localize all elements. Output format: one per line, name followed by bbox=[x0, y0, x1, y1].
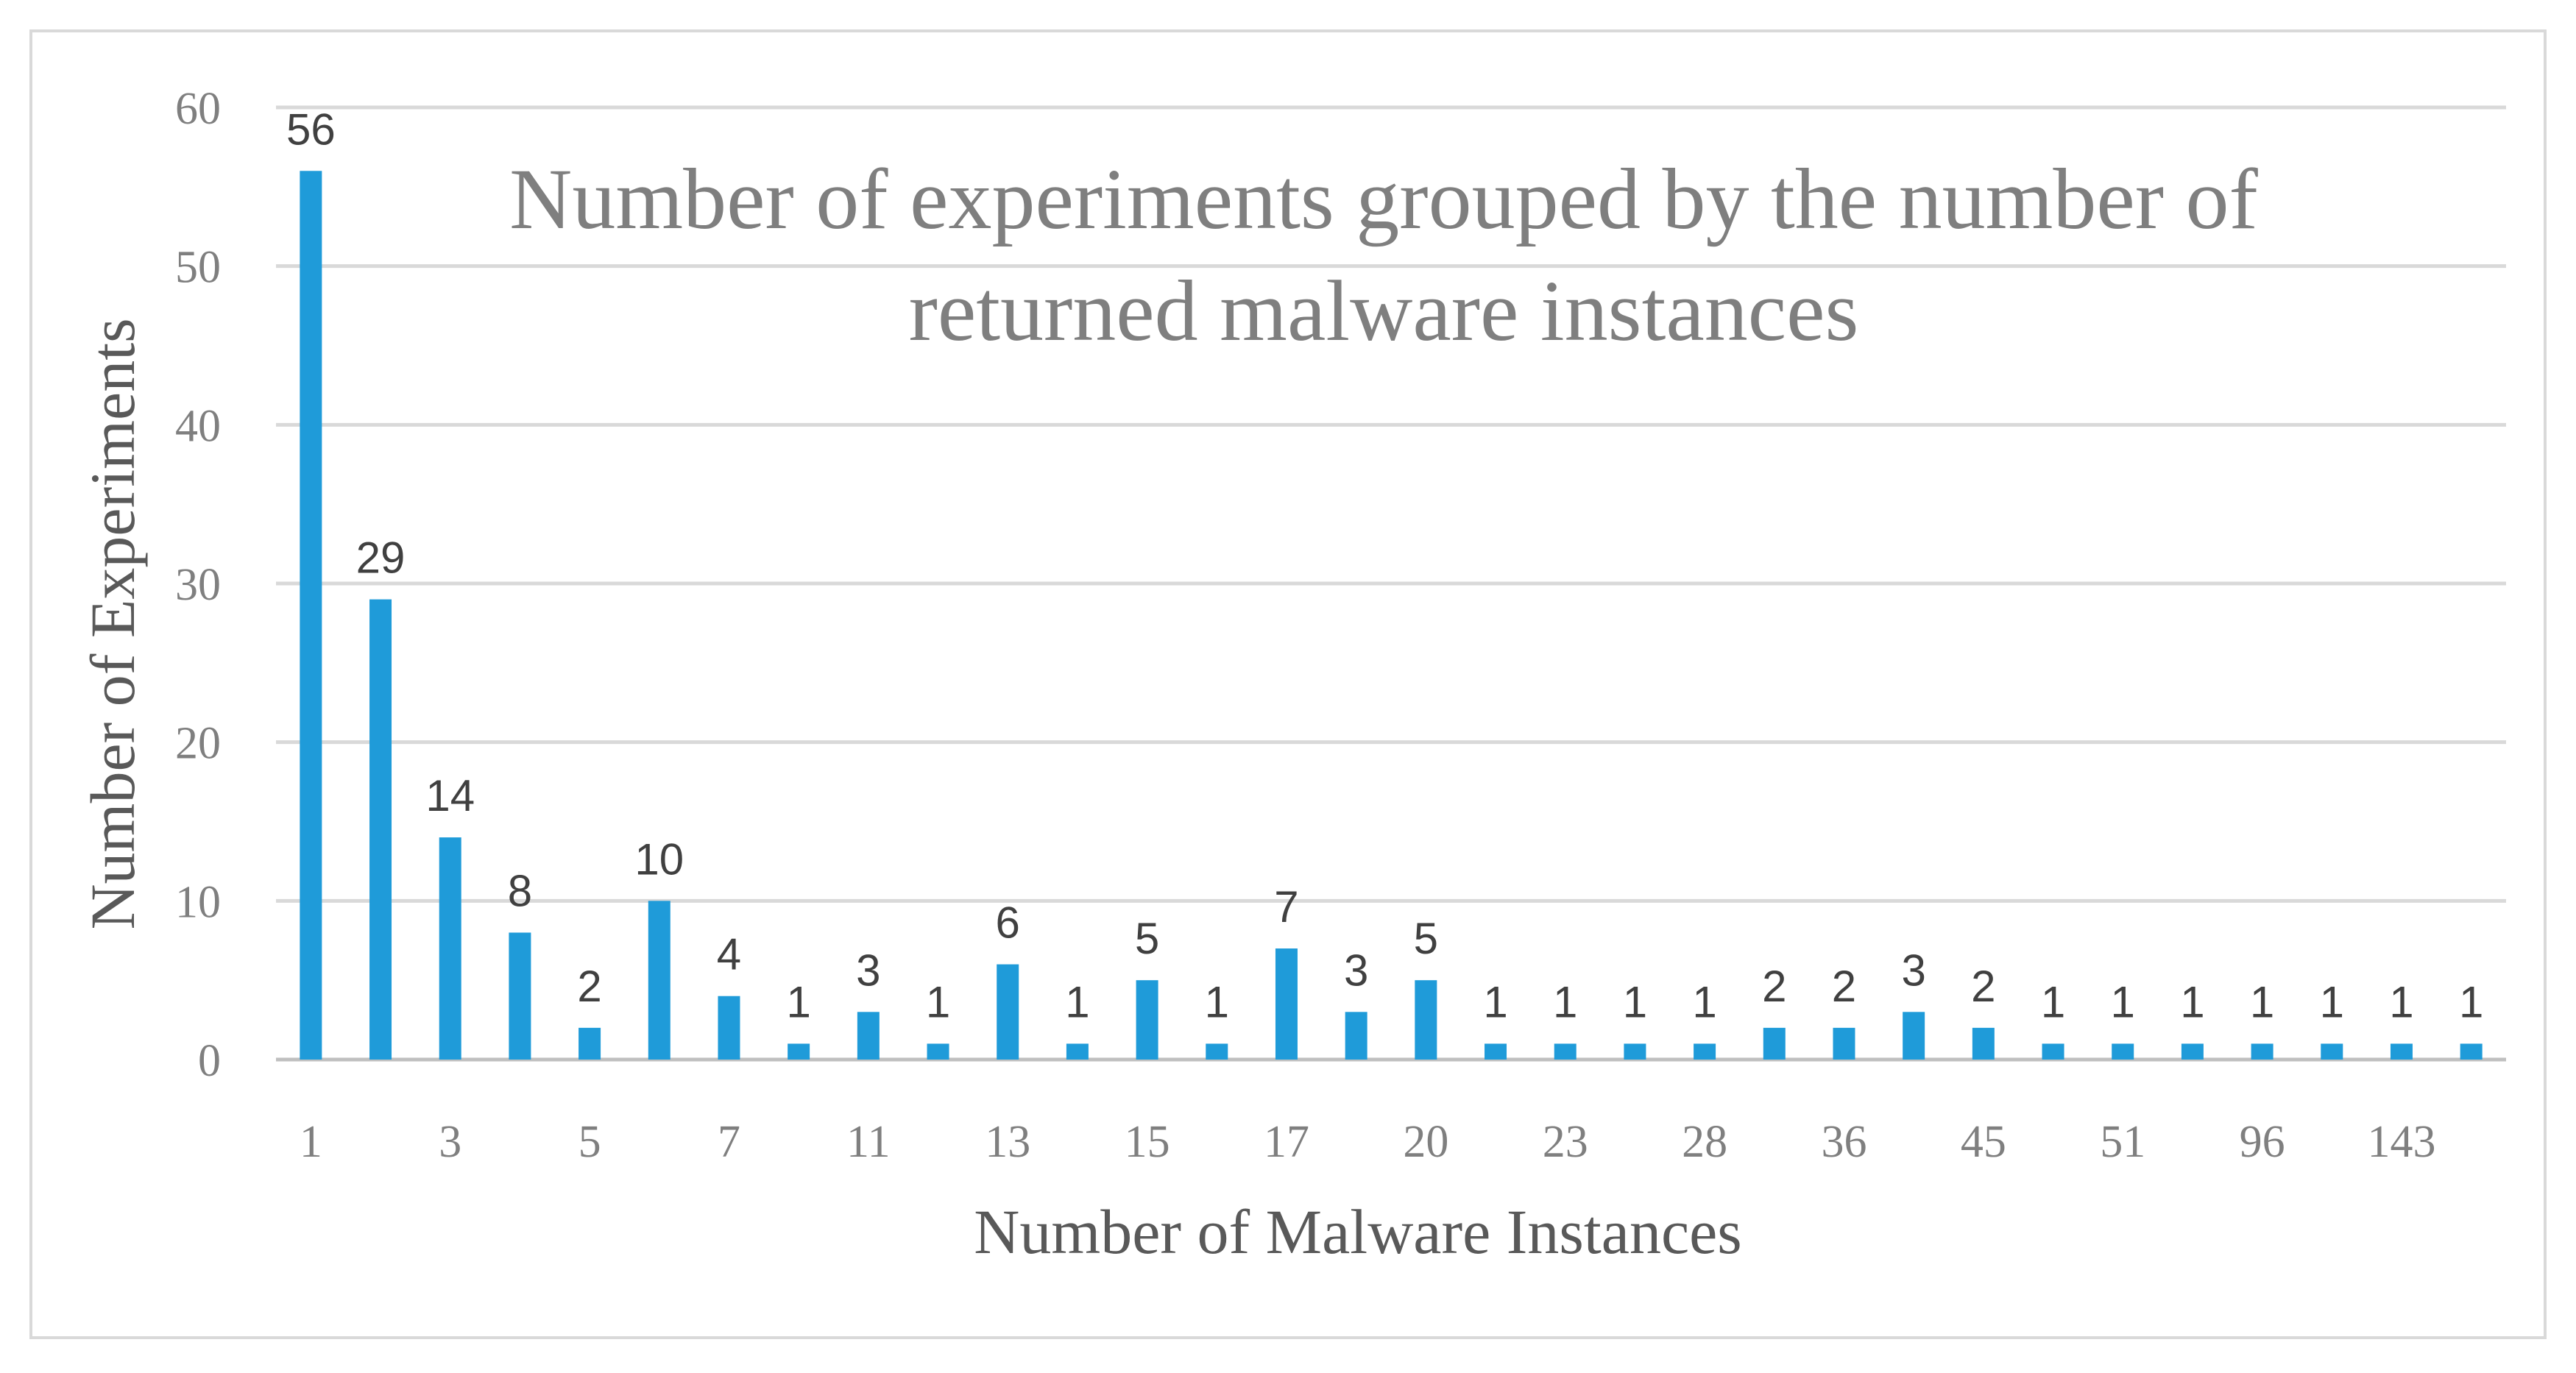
bar bbox=[1624, 1043, 1646, 1060]
data-label: 3 bbox=[1344, 946, 1368, 995]
x-tick-label: 96 bbox=[2240, 1117, 2285, 1167]
data-label: 3 bbox=[1901, 946, 1925, 995]
data-label: 2 bbox=[577, 962, 601, 1011]
data-label: 1 bbox=[2320, 977, 2344, 1026]
data-label: 56 bbox=[286, 104, 336, 154]
data-label: 29 bbox=[356, 533, 406, 583]
y-tick-label: 10 bbox=[175, 877, 221, 927]
data-label: 4 bbox=[717, 930, 741, 979]
x-tick-label: 23 bbox=[1543, 1117, 1588, 1167]
x-tick-label: 13 bbox=[985, 1117, 1030, 1167]
x-tick-label: 20 bbox=[1403, 1117, 1448, 1167]
data-label: 1 bbox=[1553, 977, 1577, 1026]
data-label: 7 bbox=[1274, 882, 1298, 932]
bar bbox=[927, 1043, 949, 1060]
bar bbox=[648, 901, 670, 1060]
chart-title-line-1: Number of experiments grouped by the num… bbox=[509, 151, 2258, 247]
data-label: 1 bbox=[926, 977, 950, 1026]
data-label: 1 bbox=[786, 977, 810, 1026]
y-tick-label: 30 bbox=[175, 560, 221, 610]
bar bbox=[2321, 1043, 2343, 1060]
bar bbox=[718, 996, 740, 1060]
bar bbox=[2460, 1043, 2483, 1060]
bar bbox=[578, 1027, 601, 1060]
gridlines bbox=[276, 105, 2506, 1062]
bar bbox=[1903, 1012, 1925, 1060]
x-tick-label: 28 bbox=[1682, 1117, 1727, 1167]
x-tick-label: 7 bbox=[718, 1117, 740, 1167]
data-label: 1 bbox=[1205, 977, 1229, 1026]
bar bbox=[300, 171, 322, 1060]
bar bbox=[788, 1043, 810, 1060]
bar bbox=[1415, 980, 1437, 1060]
bar bbox=[1485, 1043, 1507, 1060]
chart-title-line-2: returned malware instances bbox=[909, 263, 1859, 359]
y-tick-label: 40 bbox=[175, 401, 221, 451]
x-axis-ticks: 1 3 5 7 11 13 15 17 20 23 28 36 45 51 96 143 bbox=[300, 1117, 2436, 1167]
data-label: 1 bbox=[2180, 977, 2204, 1026]
bar bbox=[1206, 1043, 1228, 1060]
bar bbox=[997, 964, 1019, 1060]
bar bbox=[1972, 1027, 1995, 1060]
x-tick-label: 5 bbox=[578, 1117, 601, 1167]
x-tick-label: 3 bbox=[439, 1117, 461, 1167]
y-tick-label: 0 bbox=[198, 1036, 221, 1086]
x-tick-label: 143 bbox=[2367, 1117, 2435, 1167]
bar bbox=[1066, 1043, 1089, 1060]
y-axis-ticks: 0 10 20 30 40 50 60 bbox=[175, 84, 221, 1086]
data-label: 2 bbox=[1762, 962, 1786, 1011]
data-label: 5 bbox=[1135, 914, 1159, 963]
bar bbox=[1763, 1027, 1786, 1060]
data-label: 5 bbox=[1414, 914, 1438, 963]
bar bbox=[1345, 1012, 1367, 1060]
bar bbox=[509, 932, 531, 1060]
bar bbox=[369, 599, 392, 1060]
bar bbox=[1275, 948, 1298, 1060]
bars bbox=[300, 171, 2483, 1060]
y-axis-title: Number of Experiments bbox=[77, 318, 148, 929]
x-tick-label: 45 bbox=[1961, 1117, 2006, 1167]
bar bbox=[2112, 1043, 2134, 1060]
data-label: 1 bbox=[2459, 977, 2483, 1026]
bar bbox=[1833, 1027, 1855, 1060]
x-tick-label: 36 bbox=[1821, 1117, 1866, 1167]
x-tick-label: 1 bbox=[300, 1117, 322, 1167]
x-tick-label: 15 bbox=[1125, 1117, 1170, 1167]
y-tick-label: 50 bbox=[175, 243, 221, 293]
data-label: 1 bbox=[2041, 977, 2065, 1026]
data-label: 8 bbox=[508, 866, 532, 915]
bar bbox=[2181, 1043, 2204, 1060]
data-label: 3 bbox=[856, 946, 880, 995]
data-label: 1 bbox=[2111, 977, 2135, 1026]
data-label: 10 bbox=[634, 834, 684, 884]
data-label: 1 bbox=[1692, 977, 1716, 1026]
bar bbox=[2251, 1043, 2274, 1060]
chart-frame bbox=[29, 29, 2547, 1339]
data-label: 1 bbox=[1065, 977, 1089, 1026]
bar bbox=[439, 837, 461, 1060]
bar bbox=[2042, 1043, 2064, 1060]
x-tick-label: 11 bbox=[846, 1117, 891, 1167]
bar bbox=[2390, 1043, 2413, 1060]
x-axis-title: Number of Malware Instances bbox=[974, 1196, 1742, 1267]
x-tick-label: 17 bbox=[1264, 1117, 1309, 1167]
bar bbox=[857, 1012, 880, 1060]
data-label: 1 bbox=[2250, 977, 2274, 1026]
data-label: 6 bbox=[996, 898, 1020, 948]
data-label: 1 bbox=[2389, 977, 2413, 1026]
bar bbox=[1554, 1043, 1577, 1060]
data-label: 2 bbox=[1832, 962, 1856, 1011]
data-label: 2 bbox=[1971, 962, 1995, 1011]
bar bbox=[1136, 980, 1158, 1060]
data-label: 1 bbox=[1623, 977, 1647, 1026]
y-tick-label: 60 bbox=[175, 84, 221, 134]
bar bbox=[1694, 1043, 1716, 1060]
data-label: 14 bbox=[425, 771, 475, 820]
data-label: 1 bbox=[1483, 977, 1507, 1026]
x-tick-label: 51 bbox=[2100, 1117, 2145, 1167]
y-tick-label: 20 bbox=[175, 719, 221, 769]
